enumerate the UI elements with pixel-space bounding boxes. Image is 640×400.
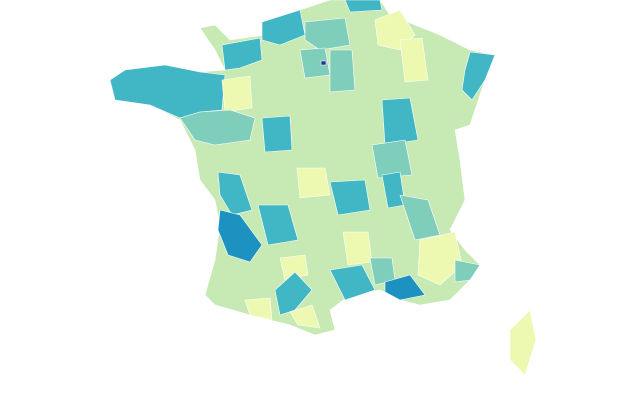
alsace <box>461 51 496 101</box>
paris <box>320 60 327 66</box>
pyrenees-yellow <box>244 297 273 321</box>
loir-et-cher <box>261 115 293 153</box>
bouches-du-rhone <box>384 274 426 301</box>
ariege <box>289 304 321 329</box>
dordogne <box>257 204 299 246</box>
isere <box>399 194 441 241</box>
normandy-east <box>261 9 306 46</box>
nord <box>344 0 383 13</box>
creuse <box>296 167 331 199</box>
picardy <box>304 17 351 51</box>
puy-de-dome <box>329 179 371 216</box>
cantal <box>342 231 373 266</box>
corsica <box>509 309 537 376</box>
normandy-west <box>221 37 263 71</box>
haute-garonne <box>274 271 313 316</box>
yellow-east <box>399 37 429 83</box>
mayenne <box>221 75 253 113</box>
lot <box>279 254 309 281</box>
mainland <box>109 0 496 336</box>
alpes-maritimes <box>454 259 481 283</box>
loire <box>179 109 256 146</box>
vendee-coast <box>217 171 253 216</box>
gironde <box>217 209 263 263</box>
cote-dor <box>371 139 413 179</box>
brittany <box>109 64 226 119</box>
tarn <box>329 264 376 301</box>
haute-marne <box>381 97 419 146</box>
drome-yellow <box>417 231 463 286</box>
seine-et-marne <box>329 49 356 93</box>
